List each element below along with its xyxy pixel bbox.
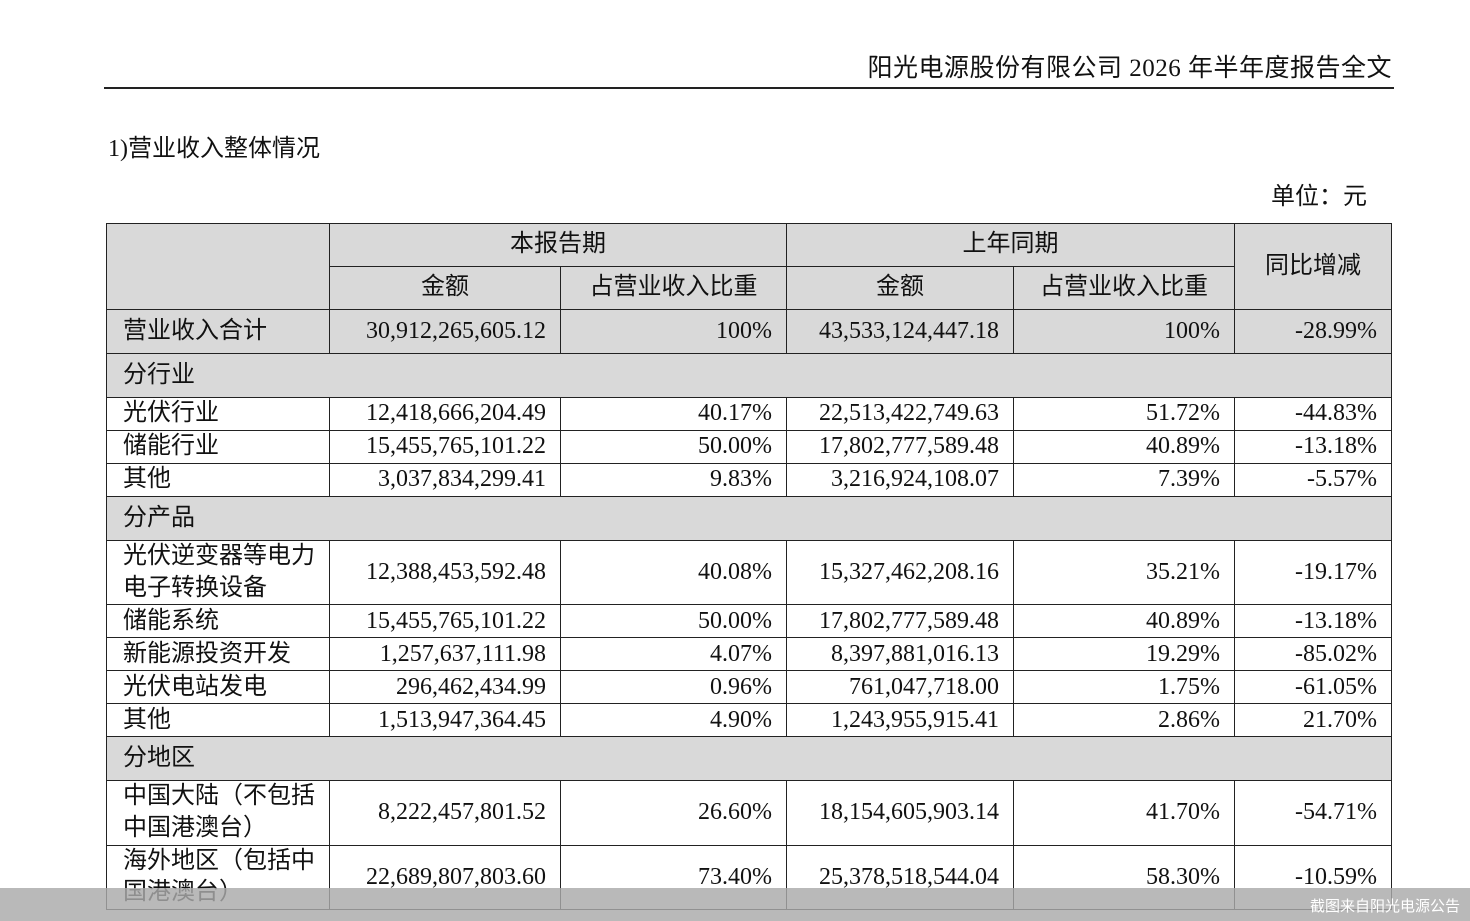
current-share: 0.96% bbox=[560, 670, 787, 705]
row-label: 光伏行业 bbox=[106, 397, 330, 431]
header-prior-amount: 金额 bbox=[786, 266, 1014, 310]
yoy-change: 21.70% bbox=[1234, 703, 1392, 738]
revenue-table: 本报告期 上年同期 同比增减 金额 占营业收入比重 金额 占营业收入比重 营业收… bbox=[106, 223, 1392, 911]
current-amount: 15,455,765,101.22 bbox=[329, 604, 561, 639]
current-share: 50.00% bbox=[560, 430, 787, 464]
prior-share: 51.72% bbox=[1013, 397, 1235, 431]
header-blank-cell bbox=[106, 223, 330, 310]
prior-amount: 1,243,955,915.41 bbox=[786, 703, 1014, 738]
table-header-row-2: 金额 占营业收入比重 金额 占营业收入比重 bbox=[107, 266, 1392, 310]
prior-share: 41.70% bbox=[1013, 780, 1235, 846]
current-share: 40.17% bbox=[560, 397, 787, 431]
current-amount: 1,513,947,364.45 bbox=[329, 703, 561, 738]
table-row-total: 营业收入合计 30,912,265,605.12 100% 43,533,124… bbox=[106, 309, 1392, 354]
prior-amount: 43,533,124,447.18 bbox=[786, 309, 1014, 354]
table-header-row-1: 本报告期 上年同期 同比增减 bbox=[106, 223, 1392, 310]
table-row: 新能源投资开发 1,257,637,111.98 4.07% 8,397,881… bbox=[106, 637, 1392, 672]
row-label: 中国大陆（不包括中国港澳台） bbox=[106, 780, 330, 846]
prior-amount: 15,327,462,208.16 bbox=[786, 539, 1014, 606]
category-label: 分产品 bbox=[106, 496, 1392, 541]
table-row: 中国大陆（不包括中国港澳台） 8,222,457,801.52 26.60% 1… bbox=[106, 780, 1392, 846]
unit-label: 单位：元 bbox=[1271, 184, 1367, 210]
table-row: 储能行业 15,455,765,101.22 50.00% 17,802,777… bbox=[106, 430, 1392, 464]
row-label: 营业收入合计 bbox=[106, 309, 330, 354]
prior-amount: 17,802,777,589.48 bbox=[786, 430, 1014, 464]
yoy-change: -54.71% bbox=[1234, 780, 1392, 846]
current-amount: 1,257,637,111.98 bbox=[329, 637, 561, 672]
prior-amount: 761,047,718.00 bbox=[786, 670, 1014, 705]
prior-amount: 8,397,881,016.13 bbox=[786, 637, 1014, 672]
row-label: 储能行业 bbox=[106, 430, 330, 464]
current-amount: 3,037,834,299.41 bbox=[329, 463, 561, 497]
yoy-change: -13.18% bbox=[1234, 604, 1392, 639]
prior-share: 35.21% bbox=[1013, 539, 1235, 606]
current-amount: 15,455,765,101.22 bbox=[329, 430, 561, 464]
table-row: 储能系统 15,455,765,101.22 50.00% 17,802,777… bbox=[106, 604, 1392, 639]
category-row-product: 分产品 bbox=[106, 496, 1392, 541]
current-share: 50.00% bbox=[560, 604, 787, 639]
prior-share: 40.89% bbox=[1013, 604, 1235, 639]
prior-share: 19.29% bbox=[1013, 637, 1235, 672]
yoy-change: -61.05% bbox=[1234, 670, 1392, 705]
table-row: 光伏逆变器等电力电子转换设备 12,388,453,592.48 40.08% … bbox=[106, 539, 1392, 606]
source-caption-bar: 截图来自阳光电源公告 bbox=[0, 888, 1470, 921]
row-label: 其他 bbox=[106, 703, 330, 738]
table-row: 光伏电站发电 296,462,434.99 0.96% 761,047,718.… bbox=[106, 670, 1392, 705]
current-amount: 12,418,666,204.49 bbox=[329, 397, 561, 431]
header-divider bbox=[104, 87, 1394, 89]
prior-share: 7.39% bbox=[1013, 463, 1235, 497]
header-prior-share: 占营业收入比重 bbox=[1013, 266, 1235, 310]
header-yoy-change: 同比增减 bbox=[1234, 223, 1392, 310]
current-share: 40.08% bbox=[560, 539, 787, 606]
section-title: 1)营业收入整体情况 bbox=[108, 136, 320, 162]
source-caption: 截图来自阳光电源公告 bbox=[1309, 897, 1460, 915]
yoy-change: -44.83% bbox=[1234, 397, 1392, 431]
row-label: 新能源投资开发 bbox=[106, 637, 330, 672]
prior-share: 100% bbox=[1013, 309, 1235, 354]
yoy-change: -5.57% bbox=[1234, 463, 1392, 497]
row-label: 光伏电站发电 bbox=[106, 670, 330, 705]
category-row-industry: 分行业 bbox=[106, 353, 1392, 398]
prior-amount: 17,802,777,589.48 bbox=[786, 604, 1014, 639]
yoy-change: -19.17% bbox=[1234, 539, 1392, 606]
current-amount: 296,462,434.99 bbox=[329, 670, 561, 705]
yoy-change: -85.02% bbox=[1234, 637, 1392, 672]
row-label: 光伏逆变器等电力电子转换设备 bbox=[106, 539, 330, 606]
report-header-title: 阳光电源股份有限公司 2026 年半年度报告全文 bbox=[867, 55, 1392, 82]
category-label: 分地区 bbox=[106, 736, 1392, 782]
current-share: 4.90% bbox=[560, 703, 787, 738]
table-row: 其他 1,513,947,364.45 4.90% 1,243,955,915.… bbox=[106, 703, 1392, 738]
category-row-region: 分地区 bbox=[106, 736, 1392, 782]
current-share: 100% bbox=[560, 309, 787, 354]
prior-amount: 22,513,422,749.63 bbox=[786, 397, 1014, 431]
prior-amount: 3,216,924,108.07 bbox=[786, 463, 1014, 497]
yoy-change: -13.18% bbox=[1234, 430, 1392, 464]
current-share: 9.83% bbox=[560, 463, 787, 497]
table-row: 光伏行业 12,418,666,204.49 40.17% 22,513,422… bbox=[106, 397, 1392, 431]
current-share: 26.60% bbox=[560, 780, 787, 846]
prior-share: 1.75% bbox=[1013, 670, 1235, 705]
current-amount: 12,388,453,592.48 bbox=[329, 539, 561, 606]
row-label: 储能系统 bbox=[106, 604, 330, 639]
current-amount: 8,222,457,801.52 bbox=[329, 780, 561, 846]
row-label: 其他 bbox=[106, 463, 330, 497]
prior-amount: 18,154,605,903.14 bbox=[786, 780, 1014, 846]
category-label: 分行业 bbox=[106, 353, 1392, 398]
prior-share: 2.86% bbox=[1013, 703, 1235, 738]
current-amount: 30,912,265,605.12 bbox=[329, 309, 561, 354]
header-current-share: 占营业收入比重 bbox=[560, 266, 787, 310]
header-current-amount: 金额 bbox=[329, 266, 561, 310]
header-current-period: 本报告期 bbox=[329, 223, 787, 267]
table-row: 其他 3,037,834,299.41 9.83% 3,216,924,108.… bbox=[106, 463, 1392, 497]
prior-share: 40.89% bbox=[1013, 430, 1235, 464]
yoy-change: -28.99% bbox=[1234, 309, 1392, 354]
current-share: 4.07% bbox=[560, 637, 787, 672]
header-prior-period: 上年同期 bbox=[786, 223, 1235, 267]
